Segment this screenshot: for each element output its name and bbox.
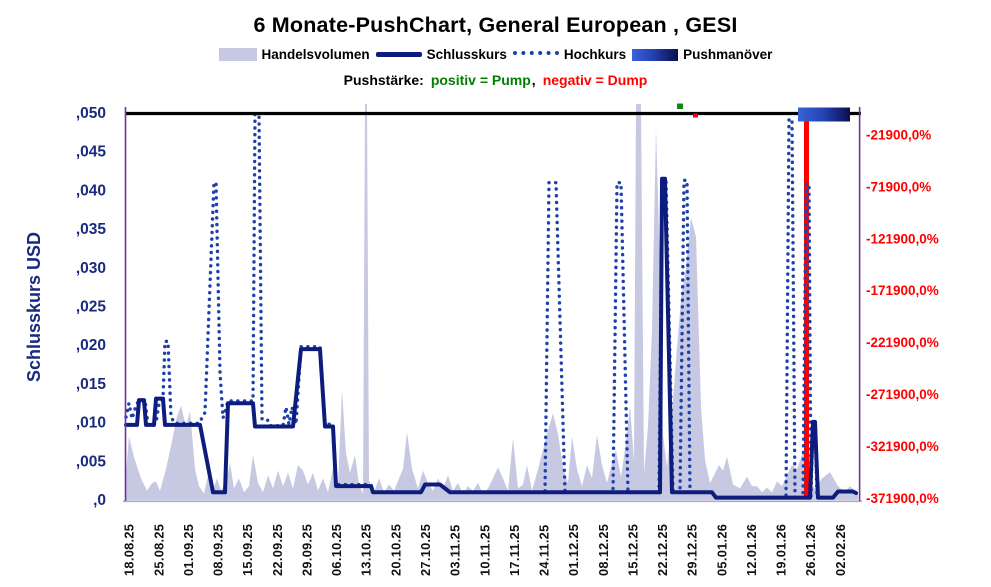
svg-text:20.10.25: 20.10.25 <box>388 524 403 576</box>
svg-text:-171900,0%: -171900,0% <box>866 283 939 298</box>
dump-marker <box>693 113 698 118</box>
svg-text:,005: ,005 <box>76 453 107 470</box>
svg-text:,045: ,045 <box>76 144 107 161</box>
svg-text:-21900,0%: -21900,0% <box>866 128 931 143</box>
subtitle-pump-text: positiv = Pump <box>430 72 531 88</box>
svg-text:,015: ,015 <box>76 376 107 393</box>
legend-label: Handelsvolumen <box>261 47 370 62</box>
x-axis-labels: 18.08.25 25.08.25 01.09.25 08.09.25 15.09.25… <box>122 524 848 576</box>
svg-text:,010: ,010 <box>76 415 106 432</box>
subtitle-prefix: Pushstärke: <box>343 72 424 88</box>
svg-text:-321900,0%: -321900,0% <box>866 439 939 454</box>
legend-label: Pushmanöver <box>683 47 773 62</box>
volume-area <box>125 104 858 500</box>
svg-text:,035: ,035 <box>76 221 107 238</box>
svg-text:10.11.25: 10.11.25 <box>477 524 492 576</box>
svg-text:,040: ,040 <box>76 182 106 199</box>
svg-text:22.12.25: 22.12.25 <box>655 524 670 576</box>
svg-text:08.09.25: 08.09.25 <box>211 524 226 576</box>
svg-text:-221900,0%: -221900,0% <box>866 335 939 350</box>
svg-text:,020: ,020 <box>76 337 106 354</box>
legend-item-hochkurs: Hochkurs <box>512 47 627 62</box>
legend-item-handelsvolumen: Handelsvolumen <box>218 47 370 62</box>
legend-item-schlusskurs: Schlusskurs <box>375 47 507 62</box>
svg-text:22.09.25: 22.09.25 <box>270 524 285 576</box>
svg-text:-121900,0%: -121900,0% <box>866 231 939 246</box>
svg-text:29.09.25: 29.09.25 <box>299 524 314 576</box>
legend-label: Hochkurs <box>563 47 627 62</box>
dump-event-line <box>804 121 809 497</box>
schlusskurs-line <box>124 176 858 500</box>
svg-text:-271900,0%: -271900,0% <box>866 387 939 402</box>
hochkurs-line <box>124 112 855 500</box>
svg-text:-71900,0%: -71900,0% <box>866 179 931 194</box>
svg-text:26.01.26: 26.01.26 <box>803 524 818 576</box>
svg-text:02.02.26: 02.02.26 <box>833 524 848 576</box>
svg-text:-371900,0%: -371900,0% <box>866 491 939 506</box>
svg-text:06.10.25: 06.10.25 <box>329 524 344 576</box>
svg-text:03.11.25: 03.11.25 <box>448 524 463 576</box>
gradient-bar-swatch-icon <box>632 48 679 61</box>
svg-text:,030: ,030 <box>76 260 106 277</box>
svg-text:24.11.25: 24.11.25 <box>537 524 552 576</box>
svg-text:12.01.26: 12.01.26 <box>744 524 759 576</box>
subtitle-dump-text: negativ = Dump <box>542 72 648 88</box>
svg-text:15.09.25: 15.09.25 <box>240 524 255 576</box>
svg-text:,050: ,050 <box>76 105 106 122</box>
y-axis-title: Schlusskurs USD <box>24 232 44 382</box>
svg-text:08.12.25: 08.12.25 <box>596 524 611 576</box>
svg-text:19.01.26: 19.01.26 <box>774 524 789 576</box>
solid-line-swatch-icon <box>375 52 422 57</box>
svg-text:13.10.25: 13.10.25 <box>359 524 374 576</box>
svg-text:,025: ,025 <box>76 299 107 316</box>
legend-label: Schlusskurs <box>426 47 507 62</box>
svg-text:,0: ,0 <box>93 492 106 509</box>
legend-item-pushmanoever: Pushmanöver <box>632 47 772 62</box>
chart-subtitle: Pushstärke: positiv = Pump , negativ = D… <box>0 72 991 88</box>
svg-text:17.11.25: 17.11.25 <box>507 524 522 576</box>
svg-text:29.12.25: 29.12.25 <box>685 524 700 576</box>
pump-marker <box>677 103 683 109</box>
chart-title: 6 Monate-PushChart, General European , G… <box>253 13 738 37</box>
svg-text:01.09.25: 01.09.25 <box>181 524 196 576</box>
volume-swatch-icon <box>218 48 257 61</box>
y-right-tick-labels: -21900,0% -71900,0% -121900,0% -171900,0% -2… <box>866 128 939 506</box>
svg-text:05.01.26: 05.01.26 <box>714 524 729 576</box>
chart-legend: Handelsvolumen Schlusskurs Hochkurs Push… <box>0 47 991 62</box>
svg-text:25.08.25: 25.08.25 <box>151 524 166 576</box>
svg-text:15.12.25: 15.12.25 <box>625 524 640 576</box>
y-left-tick-labels: ,050 ,045 ,040 ,035 ,030 ,025 ,020 ,015 ,010 ,005… <box>76 105 107 509</box>
svg-text:18.08.25: 18.08.25 <box>122 524 137 576</box>
dotted-line-swatch-icon <box>512 50 559 59</box>
push-manoeuvre-bar <box>798 107 850 122</box>
subtitle-comma: , <box>531 72 536 88</box>
svg-text:27.10.25: 27.10.25 <box>418 524 433 576</box>
svg-text:01.12.25: 01.12.25 <box>566 524 581 576</box>
